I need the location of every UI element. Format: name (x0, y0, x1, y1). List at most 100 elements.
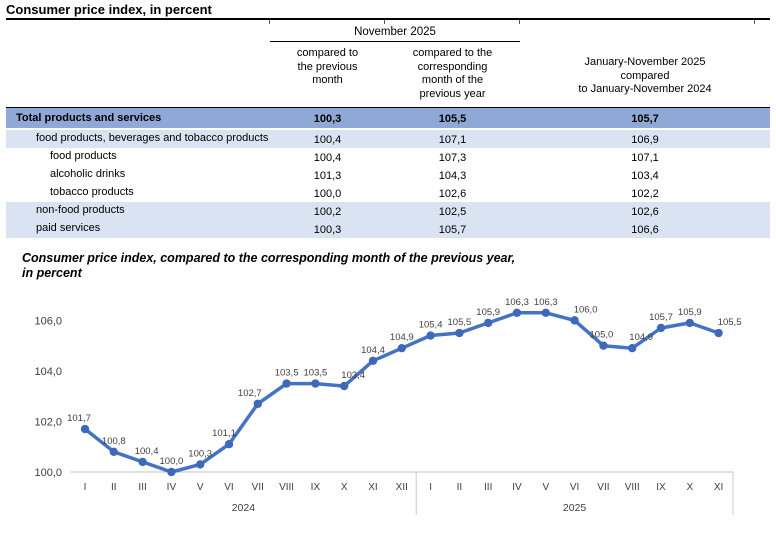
data-label: 106,3 (505, 297, 529, 308)
data-point (599, 341, 608, 350)
column-divider-tick (384, 20, 385, 24)
data-point (340, 381, 349, 391)
row-value: 103,4 (631, 170, 659, 182)
data-point (512, 308, 522, 317)
data-label: 103,4 (341, 370, 365, 381)
row-value: 100,0 (313, 188, 342, 200)
page-title: Consumer price index, in percent (6, 0, 770, 20)
row-value: 105,5 (438, 113, 467, 125)
chart-title: Consumer price index, compared to the co… (22, 251, 516, 280)
x-axis-label: V (197, 482, 204, 493)
data-point (455, 328, 464, 338)
x-axis-label: III (138, 482, 146, 493)
data-point (311, 379, 320, 388)
y-axis-label: 104,0 (34, 366, 62, 378)
x-axis-label: II (457, 482, 463, 493)
row-value: 102,5 (438, 206, 467, 218)
x-axis-label: V (542, 482, 549, 493)
table-row: food products 100,4 107,3 107,1 (6, 148, 770, 166)
year-label: 2024 (232, 502, 256, 514)
data-label: 106,0 (574, 304, 598, 315)
row-value: 107,1 (631, 152, 659, 164)
row-value: 100,3 (313, 224, 342, 236)
y-axis-label: 106,0 (34, 315, 62, 327)
x-axis-label: IV (512, 482, 522, 493)
x-axis-label: XI (368, 482, 377, 493)
data-point (484, 318, 493, 328)
column-divider-tick (269, 20, 270, 24)
row-value: 102,6 (438, 188, 467, 200)
y-axis-label: 100,0 (34, 467, 62, 479)
row-value: 105,7 (631, 113, 659, 125)
data-label: 105,5 (448, 317, 472, 328)
table-row: paid services 100,3 105,7 106,6 (6, 220, 770, 238)
data-label: 105,0 (590, 330, 614, 341)
x-axis-label: VI (570, 482, 579, 493)
data-point (109, 447, 119, 456)
data-point (570, 316, 579, 325)
y-axis-label: 102,0 (34, 416, 62, 428)
row-value: 106,9 (631, 134, 659, 146)
data-label: 105,9 (678, 307, 702, 318)
row-value: 102,6 (631, 206, 659, 218)
x-axis-label: IX (311, 482, 321, 493)
row-label: food products, beverages and tobacco pro… (36, 132, 269, 144)
x-axis-label: I (84, 482, 87, 493)
data-point (714, 328, 723, 338)
data-label: 103,5 (304, 368, 328, 379)
row-value: 107,3 (438, 152, 467, 164)
data-label: 101,7 (67, 413, 91, 424)
data-label: 105,5 (718, 317, 742, 328)
row-value: 100,2 (313, 206, 342, 218)
data-point (253, 399, 262, 408)
x-axis-label: XI (714, 482, 723, 493)
data-point (282, 379, 291, 388)
row-label: Total products and services (16, 112, 162, 124)
x-axis-label: VI (224, 482, 233, 493)
cpi-table: Consumer price index, in percent Novembe… (6, 0, 770, 238)
x-axis-label: I (429, 482, 432, 493)
x-axis-label: VIII (279, 482, 294, 493)
data-point (397, 343, 406, 353)
column-group-header: November 2025 (270, 20, 520, 42)
x-axis-label: IX (656, 482, 666, 493)
data-point (368, 356, 378, 366)
column-header-prev-month: compared to the previous month (296, 47, 359, 86)
x-axis-label: X (686, 482, 693, 493)
column-header-jan-nov: January-November 2025 compared to Januar… (578, 56, 712, 95)
header-spacer (6, 20, 270, 42)
data-label: 103,5 (275, 368, 299, 379)
chart-area: 100,0 102,0 104,0 106,0 I II III IV V VI VII VIII IX… (0, 285, 776, 530)
data-label: 100,8 (102, 436, 126, 447)
data-label: 106,3 (534, 297, 558, 308)
data-label: 100,3 (188, 448, 212, 459)
column-header-prev-year-month: compared to the corresponding month of t… (412, 47, 493, 100)
data-label: 104,9 (629, 332, 653, 343)
row-value: 105,7 (438, 224, 467, 236)
x-axis-label: XII (396, 482, 408, 493)
data-label: 105,4 (419, 320, 443, 331)
table-header: November 2025 compared to the previous m… (6, 20, 770, 108)
x-axis-label: X (341, 482, 348, 493)
row-label: food products (50, 150, 117, 162)
data-label: 104,9 (390, 332, 414, 343)
table-row: food products, beverages and tobacco pro… (6, 130, 770, 148)
table-row: non-food products 100,2 102,5 102,6 (6, 202, 770, 220)
data-point (196, 460, 205, 469)
column-divider-tick (519, 20, 520, 24)
data-point (80, 424, 90, 434)
row-label: alcoholic drinks (50, 168, 126, 180)
data-point (138, 457, 147, 467)
row-value: 101,3 (313, 170, 342, 182)
data-point (685, 318, 694, 328)
x-axis-label: VII (252, 482, 264, 493)
data-point (426, 331, 435, 340)
header-spacer (520, 20, 770, 42)
data-label: 101,1 (212, 428, 236, 439)
x-axis-label: VIII (625, 482, 640, 493)
header-spacer (6, 42, 270, 107)
x-axis-label: VII (597, 482, 609, 493)
row-label: non-food products (36, 204, 125, 216)
